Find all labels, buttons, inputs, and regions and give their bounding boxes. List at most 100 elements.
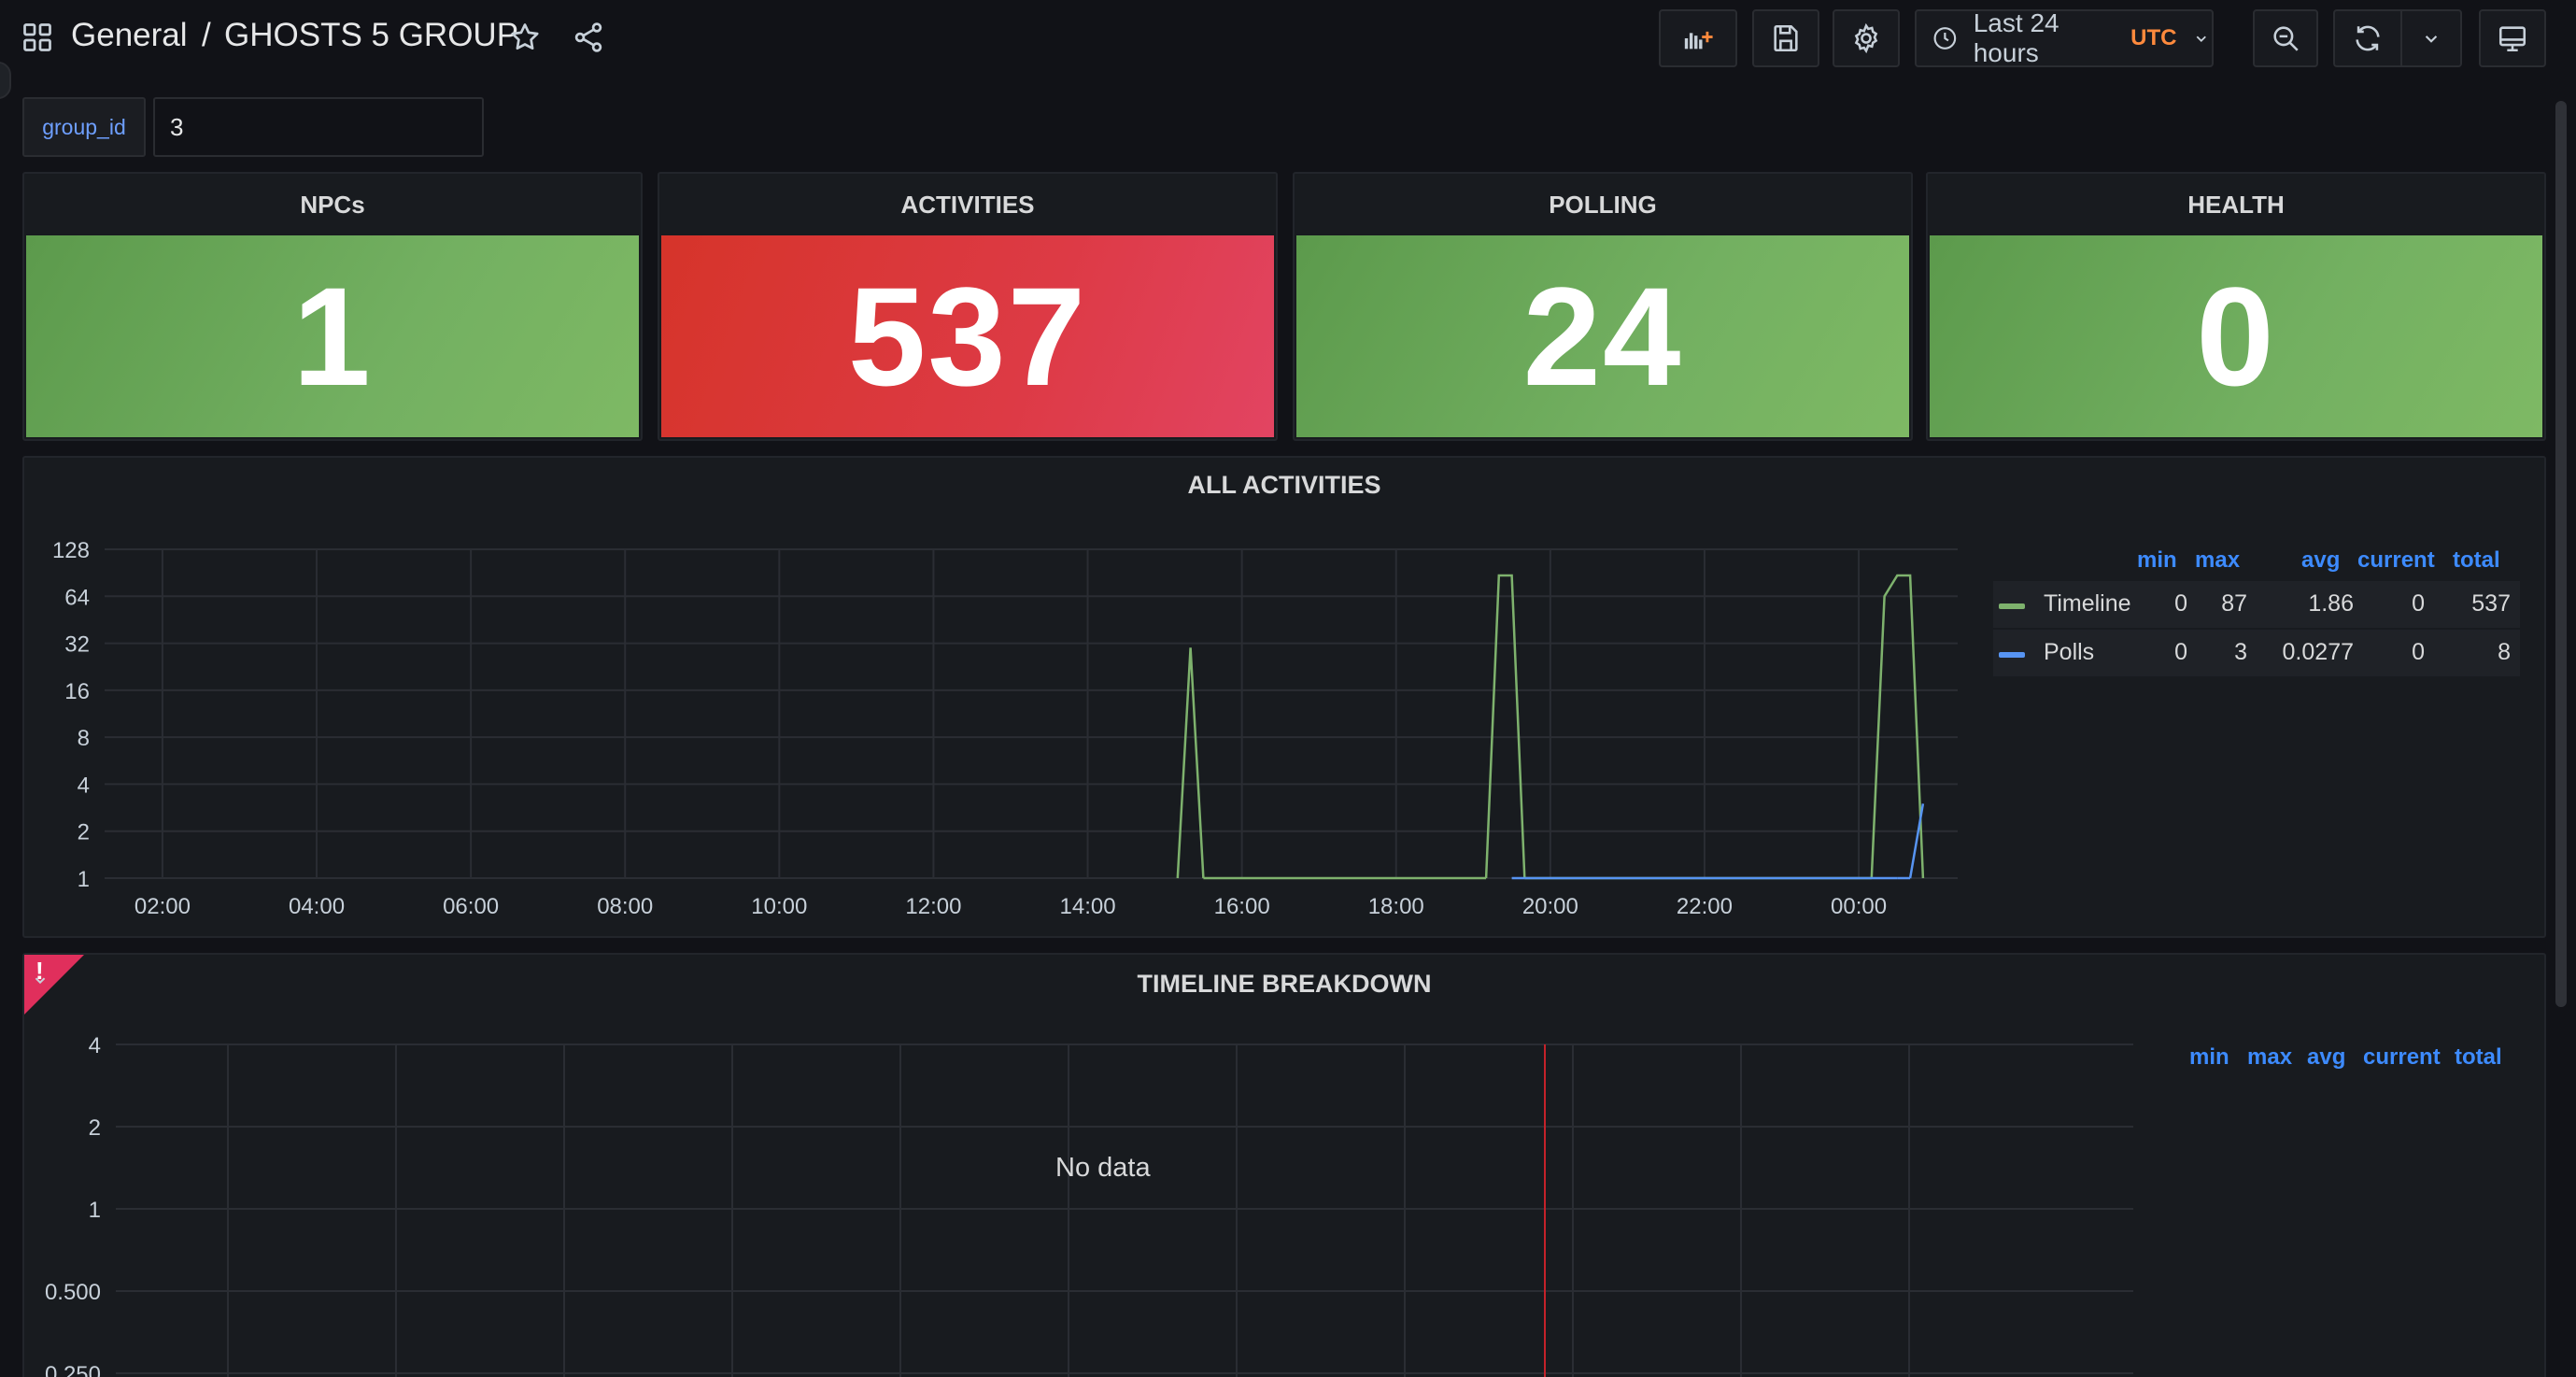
x-tick-label: 18:00 <box>1368 894 1424 919</box>
legend-cell: 0 <box>2412 639 2425 665</box>
refresh-interval-dropdown[interactable] <box>2400 9 2462 67</box>
legend-header-max[interactable]: max <box>2195 547 2241 573</box>
panel-title[interactable]: POLLING <box>1549 190 1657 219</box>
stat-value: 0 <box>1930 235 2542 437</box>
stat-panel-polling[interactable]: POLLING 24 <box>1293 172 1913 441</box>
x-tick-label: 04:00 <box>289 894 345 919</box>
panel-title[interactable]: NPCs <box>300 190 365 219</box>
stat-panel-health[interactable]: HEALTH 0 <box>1926 172 2546 441</box>
chevron-down-icon <box>2197 35 2207 42</box>
panel-title-text: TIMELINE BREAKDOWN <box>1137 970 1432 998</box>
legend-header-min[interactable]: min <box>2189 1044 2229 1070</box>
series-line-timeline <box>1870 574 1925 879</box>
stat-value: 24 <box>1296 235 1909 437</box>
save-dashboard-button[interactable] <box>1752 9 1819 67</box>
y-tick-label: 8 <box>78 726 90 751</box>
panel-title[interactable]: ACTIVITIES <box>900 190 1035 219</box>
variable-label: group_id <box>22 97 146 157</box>
legend-header-min[interactable]: min <box>2137 547 2177 573</box>
x-tick-label: 10:00 <box>751 894 807 919</box>
x-tick-label: 12:00 <box>905 894 961 919</box>
legend-cell: 0.0277 <box>2282 639 2354 665</box>
breadcrumb-separator: / <box>202 17 211 53</box>
legend-cell: 87 <box>2221 590 2247 617</box>
timeline-breakdown-chart[interactable]: 4 2 1 0.500 0.250 <box>24 955 2163 1377</box>
legend-series-timeline[interactable]: Timeline <box>2044 590 2131 617</box>
x-tick-label: 22:00 <box>1677 894 1733 919</box>
legend-header-current[interactable]: current <box>2363 1044 2441 1070</box>
x-tick-label: 00:00 <box>1831 894 1887 919</box>
x-tick-label: 14:00 <box>1060 894 1116 919</box>
legend-cell: 537 <box>2471 590 2511 617</box>
stat-panel-activities[interactable]: ACTIVITIES 537 <box>658 172 1278 441</box>
chevron-down-icon <box>2425 35 2438 43</box>
legend-header-max[interactable]: max <box>2247 1044 2293 1070</box>
clock-icon <box>1933 27 1957 50</box>
timezone-badge: UTC <box>2130 25 2177 50</box>
stat-value: 537 <box>661 235 1274 437</box>
variable-input[interactable]: 3 <box>153 97 484 157</box>
panel-title[interactable]: HEALTH <box>2187 190 2285 219</box>
stat-value: 1 <box>26 235 639 437</box>
dashboard-title[interactable]: GHOSTS 5 GROUP <box>224 17 519 53</box>
breadcrumb-folder[interactable]: General <box>71 17 188 53</box>
x-tick-label: 02:00 <box>134 894 191 919</box>
x-tick-label: 08:00 <box>597 894 653 919</box>
x-tick-label: 20:00 <box>1522 894 1578 919</box>
y-tick-label: 0.250 <box>45 1362 101 1377</box>
legend-header-avg[interactable]: avg <box>2307 1044 2346 1070</box>
y-tick-label: 4 <box>78 773 90 798</box>
y-tick-label: 4 <box>89 1033 101 1058</box>
y-tick-label: 1 <box>78 867 90 892</box>
save-icon <box>1774 24 1798 52</box>
y-tick-label: 0.500 <box>45 1280 101 1305</box>
no-data-message: No data <box>1055 1153 1151 1183</box>
time-range-label: Last 24 hours <box>1973 8 2059 67</box>
refresh-button[interactable] <box>2333 9 2400 67</box>
alert-indicator[interactable] <box>24 955 84 1015</box>
y-tick-label: 2 <box>89 1115 101 1141</box>
dashboard-settings-button[interactable] <box>1833 9 1900 67</box>
page-scrollbar[interactable] <box>2555 101 2567 1007</box>
series-line-timeline <box>1176 647 1205 879</box>
y-tick-label: 2 <box>78 820 90 845</box>
graph-panel-all-activities[interactable]: ALL ACTIVITIES 1 2 4 8 16 32 64 128 02:00 04:00 06… <box>22 456 2546 938</box>
legend-cell: 1.86 <box>2308 590 2354 617</box>
zoom-out-button[interactable] <box>2253 9 2318 67</box>
panel-title[interactable]: TIMELINE BREAKDOWN <box>24 970 2544 999</box>
legend-series-polls[interactable]: Polls <box>2044 639 2095 665</box>
zoom-out-icon <box>2273 26 2299 51</box>
add-panel-button[interactable] <box>1659 9 1737 67</box>
legend-header-total[interactable]: total <box>2453 547 2500 573</box>
all-activities-chart[interactable]: 1 2 4 8 16 32 64 128 02:00 04:00 06:00 08:00 10:00 12… <box>24 458 1986 940</box>
legend-header-avg[interactable]: avg <box>2301 547 2341 573</box>
star-icon[interactable] <box>508 21 542 54</box>
legend-swatch-polls <box>1999 652 2025 658</box>
series-line-polls <box>1908 803 1925 879</box>
y-tick-label: 64 <box>64 585 90 610</box>
cycle-view-mode-button[interactable] <box>2479 9 2546 67</box>
legend-header-total[interactable]: total <box>2455 1044 2502 1070</box>
y-tick-label: 32 <box>64 632 90 658</box>
legend-header-current[interactable]: current <box>2357 547 2435 573</box>
stat-panel-npcs[interactable]: NPCs 1 <box>22 172 643 441</box>
y-tick-label: 128 <box>52 538 90 563</box>
legend-cell: 8 <box>2498 639 2511 665</box>
graph-panel-timeline-breakdown[interactable]: ! TIMELINE BREAKDOWN 4 2 1 0.500 0.250 No da… <box>22 953 2546 1377</box>
alert-icon: ! <box>35 957 44 985</box>
top-navbar: General / GHOSTS 5 GROUP Last 24 hours U… <box>0 0 2576 75</box>
legend-row-bg <box>1993 581 2520 628</box>
time-range-picker[interactable]: Last 24 hours UTC <box>1915 8 2214 67</box>
y-tick-label: 1 <box>89 1198 101 1223</box>
y-tick-label: 16 <box>64 679 90 704</box>
panel-title[interactable]: ALL ACTIVITIES <box>1187 471 1381 499</box>
x-tick-label: 16:00 <box>1214 894 1270 919</box>
add-panel-icon <box>1684 31 1713 50</box>
series-line-timeline <box>1484 574 1526 879</box>
apps-icon[interactable] <box>21 21 54 54</box>
x-tick-label: 06:00 <box>443 894 499 919</box>
share-icon[interactable] <box>572 21 605 54</box>
legend-cell: 3 <box>2234 639 2247 665</box>
tv-icon <box>2498 26 2526 52</box>
legend-cell: 0 <box>2174 590 2187 617</box>
